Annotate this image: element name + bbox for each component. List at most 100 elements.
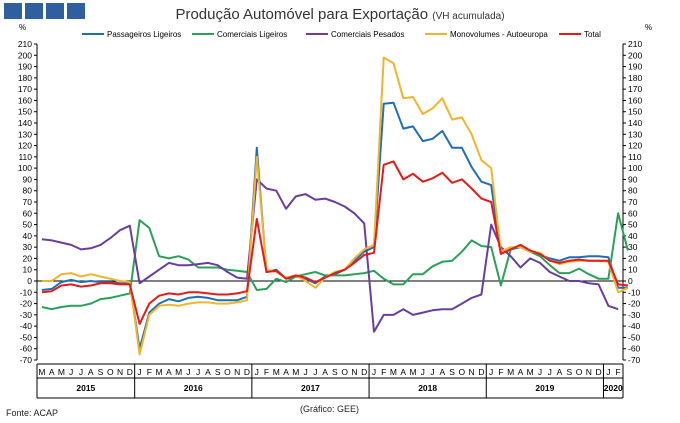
x-month-label: M [527, 367, 534, 377]
legend-label: Passageiros Ligeiros [107, 30, 181, 39]
y-tick-label-left: -40 [20, 321, 33, 331]
x-year-label: 2015 [76, 383, 95, 393]
x-year-label: 2018 [418, 383, 437, 393]
x-month-label: F [147, 367, 152, 377]
y-tick-label-right: 40 [628, 231, 638, 241]
x-month-label: J [489, 367, 493, 377]
x-month-label: J [430, 367, 434, 377]
y-unit-right: % [645, 23, 652, 32]
y-tick-label-left: -70 [20, 355, 33, 365]
brand-logo [4, 3, 85, 19]
y-tick-label-left: 50 [23, 220, 33, 230]
y-tick-label-right: 20 [628, 253, 638, 263]
chart-title-subtitle: (VH acumulada) [432, 11, 505, 22]
y-tick-label-left: 70 [23, 197, 33, 207]
x-month-label: S [566, 367, 572, 377]
y-tick-label-right: 120 [628, 141, 642, 151]
y-tick-label-left: 10 [23, 265, 33, 275]
y-tick-label-left: 130 [18, 129, 32, 139]
y-tick-label-right: 0 [628, 276, 633, 286]
x-month-label: O [341, 367, 348, 377]
y-ticks: -70 -70-60 -60-50 -50-40 -40-30 -30-20 -20-10-… [18, 39, 643, 365]
y-tick-label-left: 60 [23, 208, 33, 218]
x-month-label: A [283, 367, 289, 377]
x-month-label: J [79, 367, 83, 377]
y-tick-label-left: 140 [18, 118, 32, 128]
y-tick-label-right: 90 [628, 174, 638, 184]
x-year-label: 2016 [184, 383, 203, 393]
x-month-label: N [117, 367, 123, 377]
x-month-label: S [98, 367, 104, 377]
y-tick-label-left: 80 [23, 186, 33, 196]
x-month-label: O [576, 367, 583, 377]
y-tick-label-right: -40 [628, 321, 641, 331]
x-month-label: S [332, 367, 338, 377]
credit-note: (Gráfico: GEE) [300, 404, 360, 414]
x-month-label: D [596, 367, 602, 377]
source-note: Fonte: ACAP [6, 408, 59, 418]
x-month-label: N [234, 367, 240, 377]
series-line [41, 56, 629, 356]
x-month-label: O [459, 367, 466, 377]
logo-square [25, 3, 43, 19]
legend-label: Monovolumes - Autoeuropa [450, 30, 548, 39]
y-tick-label-left: 160 [18, 95, 32, 105]
y-tick-label-right: 30 [628, 242, 638, 252]
x-month-label: F [498, 367, 503, 377]
series-line [41, 160, 629, 325]
x-month-label: J [69, 367, 73, 377]
legend-label: Comerciais Ligeiros [217, 30, 287, 39]
x-month-label: J [196, 367, 200, 377]
x-month-label: A [88, 367, 94, 377]
x-month-label: N [469, 367, 475, 377]
y-tick-label-right: -60 [628, 344, 641, 354]
x-month-label: M [175, 367, 182, 377]
x-month-label: A [439, 367, 445, 377]
x-year-label: 2020 [604, 383, 623, 393]
x-month-label: A [49, 367, 55, 377]
x-month-label: D [361, 367, 367, 377]
x-month-label: A [557, 367, 563, 377]
logo-square [4, 3, 22, 19]
x-month-label: J [186, 367, 190, 377]
y-tick-label-right: 190 [628, 62, 642, 72]
x-month-label: S [449, 367, 455, 377]
chart-axes: %% [19, 23, 652, 399]
x-month-label: O [107, 367, 114, 377]
y-tick-label-left: 210 [18, 39, 32, 49]
y-tick-label-right: -30 [628, 310, 641, 320]
y-tick-label-left: 90 [23, 174, 33, 184]
x-month-label: O [224, 367, 231, 377]
y-tick-label-right: -10 [628, 287, 641, 297]
x-month-label: J [137, 367, 141, 377]
x-month-label: M [58, 367, 65, 377]
x-year-label: 2019 [535, 383, 554, 393]
x-month-label: A [400, 367, 406, 377]
legend-label: Comerciais Pesados [331, 30, 404, 39]
y-tick-label-right: 140 [628, 118, 642, 128]
x-month-label: M [390, 367, 397, 377]
y-tick-label-left: -10 [20, 287, 33, 297]
y-tick-label-left: 110 [18, 152, 32, 162]
x-month-label: A [518, 367, 524, 377]
x-month-label: M [409, 367, 416, 377]
logo-square [67, 3, 85, 19]
y-tick-label-right: 200 [628, 50, 642, 60]
x-month-label: D [127, 367, 133, 377]
y-tick-label-right: 100 [628, 163, 642, 173]
y-tick-label-left: 120 [18, 141, 32, 151]
legend-label: Total [584, 30, 601, 39]
y-tick-label-right: 60 [628, 208, 638, 218]
y-tick-label-left: -60 [20, 344, 33, 354]
x-month-label: A [205, 367, 211, 377]
x-month-label: M [156, 367, 163, 377]
y-tick-label-right: 130 [628, 129, 642, 139]
x-month-label: M [507, 367, 514, 377]
x-month-label: J [548, 367, 552, 377]
y-tick-label-right: 180 [628, 73, 642, 83]
y-tick-label-right: 80 [628, 186, 638, 196]
x-month-label: D [244, 367, 250, 377]
x-month-label: J [538, 367, 542, 377]
